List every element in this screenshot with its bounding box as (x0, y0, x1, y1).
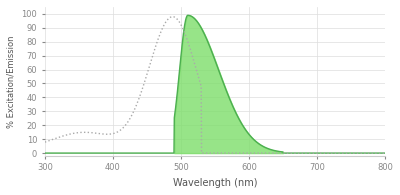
X-axis label: Wavelength (nm): Wavelength (nm) (173, 178, 257, 188)
Y-axis label: % Excitation/Emission: % Excitation/Emission (7, 35, 16, 128)
